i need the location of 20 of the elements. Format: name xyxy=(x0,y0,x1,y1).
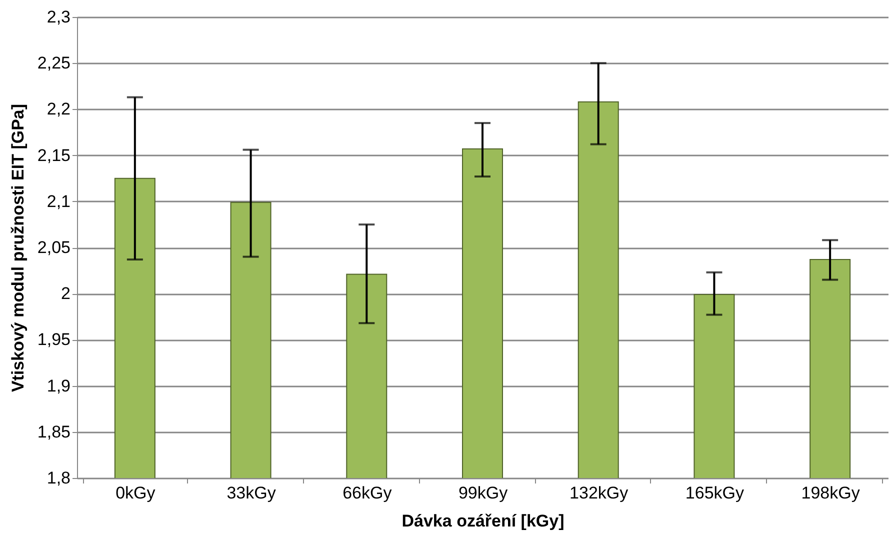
y-tick-label: 2,2 xyxy=(46,100,70,119)
x-tick-label: 132kGy xyxy=(570,484,629,502)
y-tick-label: 2,1 xyxy=(46,192,70,211)
y-tick-label: 1,9 xyxy=(46,376,70,396)
y-axis-title: Vtiskový modul pružnosti EIT [GPa] xyxy=(8,104,28,392)
x-tick-label: 33kGy xyxy=(226,484,276,502)
x-tick-label: 198kGy xyxy=(801,484,860,502)
x-tick-label: 99kGy xyxy=(458,484,508,502)
y-tick-label: 1,85 xyxy=(37,422,70,442)
y-tick-label: 1,95 xyxy=(37,330,70,350)
y-tick-label: 2,3 xyxy=(46,8,70,26)
x-tick-label: 0kGy xyxy=(116,484,156,502)
x-tick-label: 66kGy xyxy=(342,484,392,502)
x-axis-title: Dávka ozáření [kGy] xyxy=(402,512,564,530)
y-tick-label: 2,05 xyxy=(37,238,70,257)
x-tick-label: 165kGy xyxy=(685,484,745,502)
y-tick-label: 2,25 xyxy=(37,54,70,73)
y-tick-label: 2 xyxy=(61,284,70,304)
y-tick-label: 2,15 xyxy=(37,146,70,165)
y-tick-label: 1,8 xyxy=(46,468,70,488)
